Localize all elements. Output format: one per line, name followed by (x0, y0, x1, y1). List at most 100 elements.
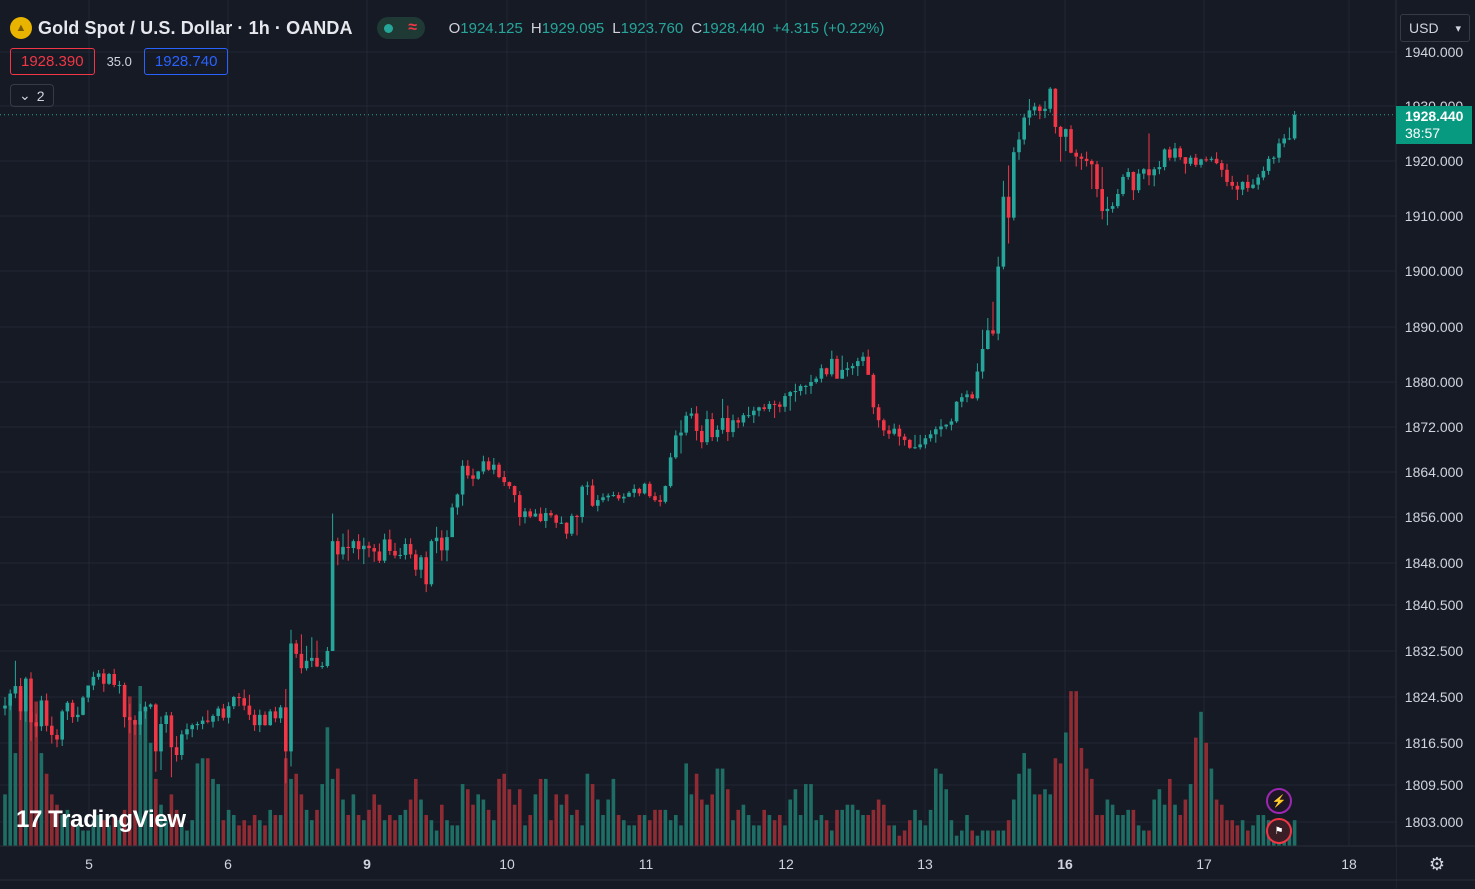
candle-body (934, 429, 938, 435)
candle-body (1230, 181, 1234, 186)
candle-body (258, 714, 262, 726)
volume-bar (1090, 778, 1094, 846)
open-value: 1924.125 (460, 19, 523, 37)
volume-bar (746, 815, 751, 846)
sell-button[interactable]: 1928.390 (10, 48, 95, 75)
market-status-pill[interactable]: ≈ (376, 17, 425, 39)
candle-body (1032, 106, 1037, 111)
currency-selector[interactable]: USD ▾ (1400, 14, 1470, 42)
candle-body (923, 438, 928, 445)
candle-body (502, 477, 506, 483)
symbol-title[interactable]: Gold Spot / U.S. Dollar · 1h · OANDA (38, 17, 353, 38)
us-flag-event-icon[interactable]: ⚑ (1266, 818, 1292, 844)
volume-bar (206, 758, 210, 846)
volume-bar (268, 809, 272, 846)
tradingview-watermark[interactable]: 17 TradingView (16, 806, 186, 834)
volume-bar (1147, 830, 1151, 846)
candle-body (944, 424, 948, 427)
price-tick-label: 1803.000 (1405, 814, 1464, 830)
volume-bar (965, 815, 969, 846)
indicators-toggle[interactable]: ⌄ 2 (10, 84, 54, 107)
candle-body (1043, 108, 1047, 111)
volume-bar (232, 815, 236, 846)
candle-body (980, 349, 985, 372)
candle-body (1105, 208, 1110, 212)
volume-bar (1017, 773, 1021, 846)
candle-body (325, 651, 330, 666)
candle-body (835, 358, 839, 379)
last-price-tag: 1928.440 38:57 (1396, 106, 1472, 144)
lightning-event-icon[interactable]: ⚡ (1266, 788, 1292, 814)
volume-bar (986, 830, 990, 846)
candle-body (211, 715, 215, 722)
candle-body (273, 711, 278, 719)
candle-body (1048, 88, 1052, 109)
volume-bar (351, 794, 356, 846)
volume-bar (814, 820, 818, 846)
gold-coin-icon[interactable]: ▲ (10, 17, 32, 39)
volume-bar (934, 768, 938, 846)
volume-bar (393, 820, 397, 846)
volume-bar (434, 830, 439, 846)
candle-body (1110, 206, 1115, 209)
candle-body (902, 436, 907, 440)
volume-bar (705, 804, 709, 846)
volume-bar (154, 778, 158, 846)
volume-bar (247, 825, 252, 846)
candle-body (523, 511, 527, 517)
volume-bar (757, 825, 761, 846)
time-scale-bg[interactable] (0, 846, 1396, 889)
volume-bar (1053, 758, 1058, 846)
candle-body (143, 706, 148, 712)
candle-body (731, 420, 735, 433)
candle-body (668, 457, 673, 487)
candle-body (1256, 177, 1260, 185)
volume-bar (148, 742, 153, 846)
volume-bar (866, 815, 870, 846)
trade-buttons: 1928.390 35.0 1928.740 (10, 48, 229, 75)
volume-bar (486, 809, 491, 846)
volume-bar (221, 820, 226, 846)
candle-body (1027, 110, 1032, 118)
candle-body (247, 705, 252, 715)
indicators-count: 2 (36, 87, 45, 104)
time-axis-labels: 5 6 9 10 11 12 13 16 17 18 (85, 856, 1357, 872)
candle-body (346, 546, 350, 549)
buy-button[interactable]: 1928.740 (143, 48, 229, 75)
volume-bar (897, 835, 902, 846)
candle-body (65, 702, 70, 712)
volume-bar (60, 815, 64, 846)
candle-body (1116, 194, 1120, 207)
candle-body (590, 485, 595, 506)
volume-bar (668, 820, 673, 846)
volume-bar (642, 815, 647, 846)
candle-body (736, 420, 740, 423)
candle-body (169, 715, 174, 748)
candle-body (1225, 169, 1229, 182)
volume-bar (445, 820, 449, 846)
volume-bar (367, 809, 371, 846)
candle-body (1006, 196, 1011, 218)
candle-body (497, 464, 501, 478)
volume-bar (174, 809, 179, 846)
candle-body (268, 711, 272, 726)
candle-body (538, 513, 543, 522)
price-tick-label: 1832.500 (1405, 643, 1464, 659)
candle-body (96, 673, 101, 677)
volume-bar (122, 809, 127, 846)
volume-bar (720, 768, 725, 846)
time-tick-label: 9 (363, 856, 371, 872)
volume-bar (923, 825, 928, 846)
open-label: O (448, 19, 461, 37)
candle-body (684, 415, 688, 433)
gear-icon[interactable]: ⚙ (1428, 854, 1446, 874)
currency-value: USD (1409, 20, 1439, 36)
volume-bar (403, 809, 408, 846)
volume-bar (128, 696, 132, 846)
volume-bar (315, 809, 319, 846)
candle-body (1287, 138, 1292, 140)
candle-body (580, 486, 584, 517)
volume-bar (497, 778, 501, 846)
candle-body (627, 492, 631, 497)
